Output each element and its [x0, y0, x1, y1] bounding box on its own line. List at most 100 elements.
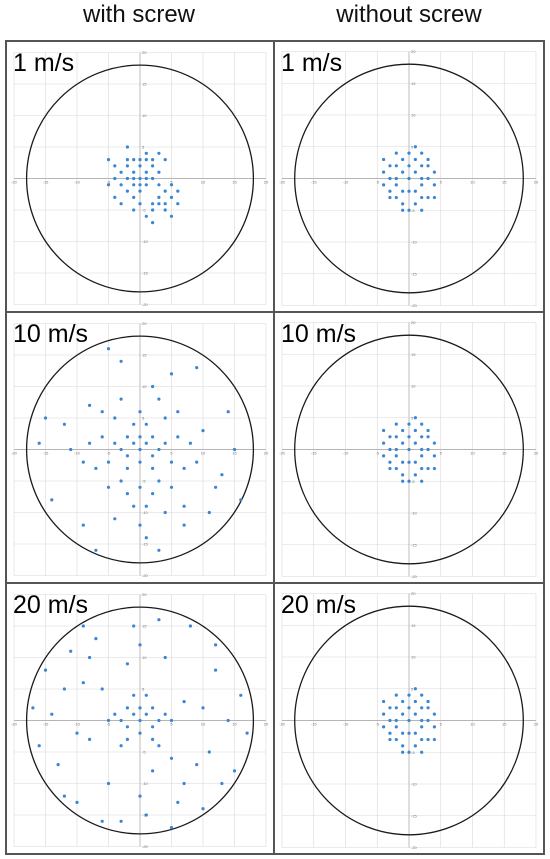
x-tick-label: -15 — [311, 180, 318, 185]
boundary-circle — [294, 63, 524, 294]
data-point — [138, 460, 142, 464]
data-point — [182, 523, 186, 527]
y-tick-label: 15 — [411, 352, 416, 357]
x-tick-label: -20 — [279, 451, 286, 456]
y-tick-label: -10 — [142, 781, 149, 786]
data-point — [151, 384, 155, 389]
data-point — [426, 737, 430, 742]
x-tick-label: 20 — [534, 722, 539, 727]
data-point — [125, 164, 129, 168]
y-tick-label: 5 — [411, 415, 414, 420]
y-tick-label: -5 — [411, 479, 415, 484]
data-point — [138, 158, 142, 162]
data-point — [401, 208, 405, 212]
data-point — [106, 781, 111, 786]
data-point — [401, 750, 405, 754]
y-tick-label: -5 — [411, 750, 415, 755]
data-point — [119, 170, 123, 174]
data-point — [157, 718, 161, 723]
data-point — [382, 441, 386, 445]
data-point — [420, 176, 424, 181]
data-point — [195, 763, 199, 767]
data-point — [426, 466, 430, 471]
data-point — [432, 454, 436, 458]
data-point — [176, 800, 180, 804]
data-point — [157, 548, 161, 552]
data-point — [69, 447, 73, 452]
data-point — [81, 460, 85, 464]
data-point — [239, 498, 243, 502]
data-point — [388, 466, 392, 471]
data-point — [144, 176, 148, 181]
data-point — [119, 397, 123, 401]
x-tick-label: -10 — [74, 722, 81, 727]
data-point — [138, 410, 142, 414]
x-tick-label: 10 — [470, 722, 475, 727]
data-point — [163, 208, 167, 212]
data-point — [169, 195, 174, 199]
data-point — [420, 208, 424, 212]
data-point — [426, 435, 430, 439]
data-point — [169, 756, 174, 760]
y-tick-label: 20 — [142, 50, 147, 55]
data-point — [157, 183, 161, 187]
data-point — [401, 699, 405, 704]
data-point — [182, 466, 186, 470]
x-tick-label: -10 — [74, 180, 81, 185]
data-point — [394, 725, 398, 729]
x-tick-label: 20 — [534, 180, 539, 185]
data-point — [394, 447, 398, 452]
data-point — [151, 158, 155, 162]
scatter-panel-with-screw-1ms: -20 -20 -15 -15 -10 -10 -5 -5 5 5 10 10 15 15 20 20 1 m/… — [6, 41, 274, 312]
data-point — [151, 737, 155, 741]
data-point — [144, 183, 148, 187]
data-point — [426, 447, 430, 452]
data-point — [157, 618, 161, 622]
x-tick-label: -5 — [107, 722, 111, 727]
data-point — [81, 523, 85, 527]
scatter-panel-with-screw-10ms: -20 -20 -15 -15 -10 -10 -5 -5 5 5 10 10 15 15 20 20 10 m… — [6, 312, 274, 583]
data-point — [232, 769, 237, 773]
y-tick-label: 15 — [142, 82, 147, 87]
y-tick-label: -20 — [142, 573, 149, 578]
data-point — [420, 454, 424, 458]
data-point — [144, 712, 148, 716]
data-point — [132, 693, 136, 697]
data-point — [407, 731, 411, 735]
boundary-circle — [25, 335, 255, 564]
data-point — [413, 473, 417, 477]
x-tick-label: 10 — [470, 451, 475, 456]
data-point — [144, 536, 148, 540]
data-point — [75, 731, 79, 735]
data-point — [125, 145, 129, 149]
panel-border — [274, 583, 544, 854]
y-tick-label: -20 — [411, 303, 418, 308]
y-tick-label: 15 — [411, 623, 416, 628]
y-tick-label: 5 — [142, 145, 145, 150]
data-point — [426, 428, 430, 433]
data-point — [157, 195, 161, 199]
data-point — [413, 744, 417, 748]
data-point — [388, 737, 392, 742]
speed-label: 10 m/s — [13, 320, 88, 348]
data-point — [407, 718, 411, 723]
speed-label: 1 m/s — [13, 49, 74, 77]
data-point — [157, 479, 161, 483]
data-point — [220, 473, 224, 477]
data-point — [201, 807, 205, 811]
data-point — [125, 662, 129, 666]
data-point — [169, 214, 174, 218]
data-point — [138, 202, 142, 206]
data-point — [62, 794, 66, 798]
x-tick-label: 20 — [264, 451, 269, 456]
y-tick-label: -20 — [142, 844, 149, 849]
data-point — [106, 460, 111, 464]
data-point — [132, 712, 136, 716]
data-point — [138, 435, 142, 439]
x-tick-label: -10 — [74, 451, 81, 456]
boundary-circle — [294, 334, 524, 565]
data-point — [100, 687, 104, 691]
data-point — [394, 151, 398, 155]
data-point — [157, 397, 161, 401]
data-point — [432, 737, 436, 742]
